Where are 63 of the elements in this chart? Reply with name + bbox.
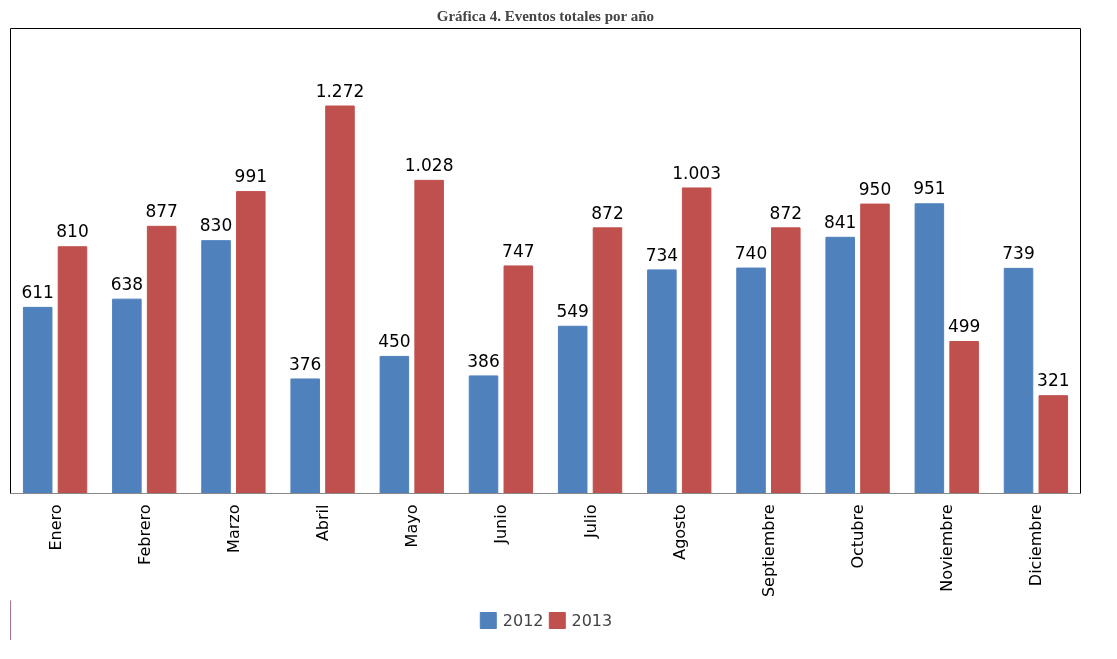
data-label: 321	[1037, 370, 1070, 391]
data-label: 386	[467, 350, 500, 371]
bar	[201, 240, 231, 494]
bar	[146, 225, 177, 494]
data-label: 739	[1002, 243, 1035, 264]
x-tick-label: Julio	[580, 504, 600, 540]
x-tick-label: Octubre	[848, 504, 868, 569]
legend-label: 2012	[502, 610, 544, 630]
data-label: 810	[56, 221, 89, 242]
x-tick-label: Diciembre	[1026, 504, 1046, 587]
bar	[503, 265, 534, 494]
x-tick-label: Junio	[491, 504, 511, 545]
bar	[681, 187, 712, 494]
bar	[1003, 267, 1034, 494]
bar	[290, 378, 320, 494]
bar	[414, 179, 444, 494]
x-tick-label: Mayo	[402, 504, 422, 548]
chart-title: Gráfica 4. Eventos totales por año	[436, 7, 654, 24]
data-label: 1.272	[315, 80, 365, 101]
x-tick-label: Marzo	[223, 504, 243, 553]
data-label: 841	[823, 212, 857, 232]
data-label: 991	[234, 166, 268, 187]
data-label: 376	[288, 353, 322, 374]
x-tick-label: Septiembre	[758, 504, 778, 598]
data-label: 951	[913, 178, 946, 199]
bar	[825, 236, 855, 494]
bar	[949, 340, 979, 494]
data-label: 638	[110, 273, 144, 294]
data-label: 1.028	[404, 155, 454, 176]
x-tick-label: Enero	[45, 504, 65, 551]
bar	[379, 355, 410, 494]
data-label: 549	[556, 300, 589, 321]
x-tick-label: Agosto	[669, 504, 689, 560]
bar	[1038, 395, 1069, 494]
bar	[57, 246, 88, 494]
data-label: 611	[21, 282, 54, 303]
bar	[557, 325, 588, 494]
bar	[236, 191, 266, 494]
bar	[325, 105, 355, 494]
bar	[860, 203, 890, 494]
x-tick-label: Noviembre	[937, 504, 957, 592]
legend-label: 2013	[571, 610, 613, 630]
data-label: 872	[591, 202, 624, 223]
bar	[592, 227, 623, 494]
data-label: 877	[145, 201, 178, 222]
data-label: 450	[378, 331, 411, 352]
data-label: 740	[734, 242, 768, 263]
data-label: 872	[769, 202, 803, 223]
bar	[112, 298, 142, 494]
data-label: 499	[947, 316, 981, 337]
x-tick-label: Abril	[313, 504, 333, 542]
bar	[771, 227, 801, 494]
data-label: 950	[858, 178, 892, 199]
x-tick-label: Febrero	[134, 504, 154, 565]
data-label: 1.003	[672, 162, 721, 183]
bar	[914, 203, 945, 494]
data-label: 747	[502, 240, 535, 261]
bar	[468, 375, 499, 494]
data-label: 734	[645, 244, 679, 265]
bar	[22, 306, 53, 494]
data-label: 830	[199, 215, 233, 236]
bar	[647, 269, 677, 494]
bar	[736, 267, 766, 494]
